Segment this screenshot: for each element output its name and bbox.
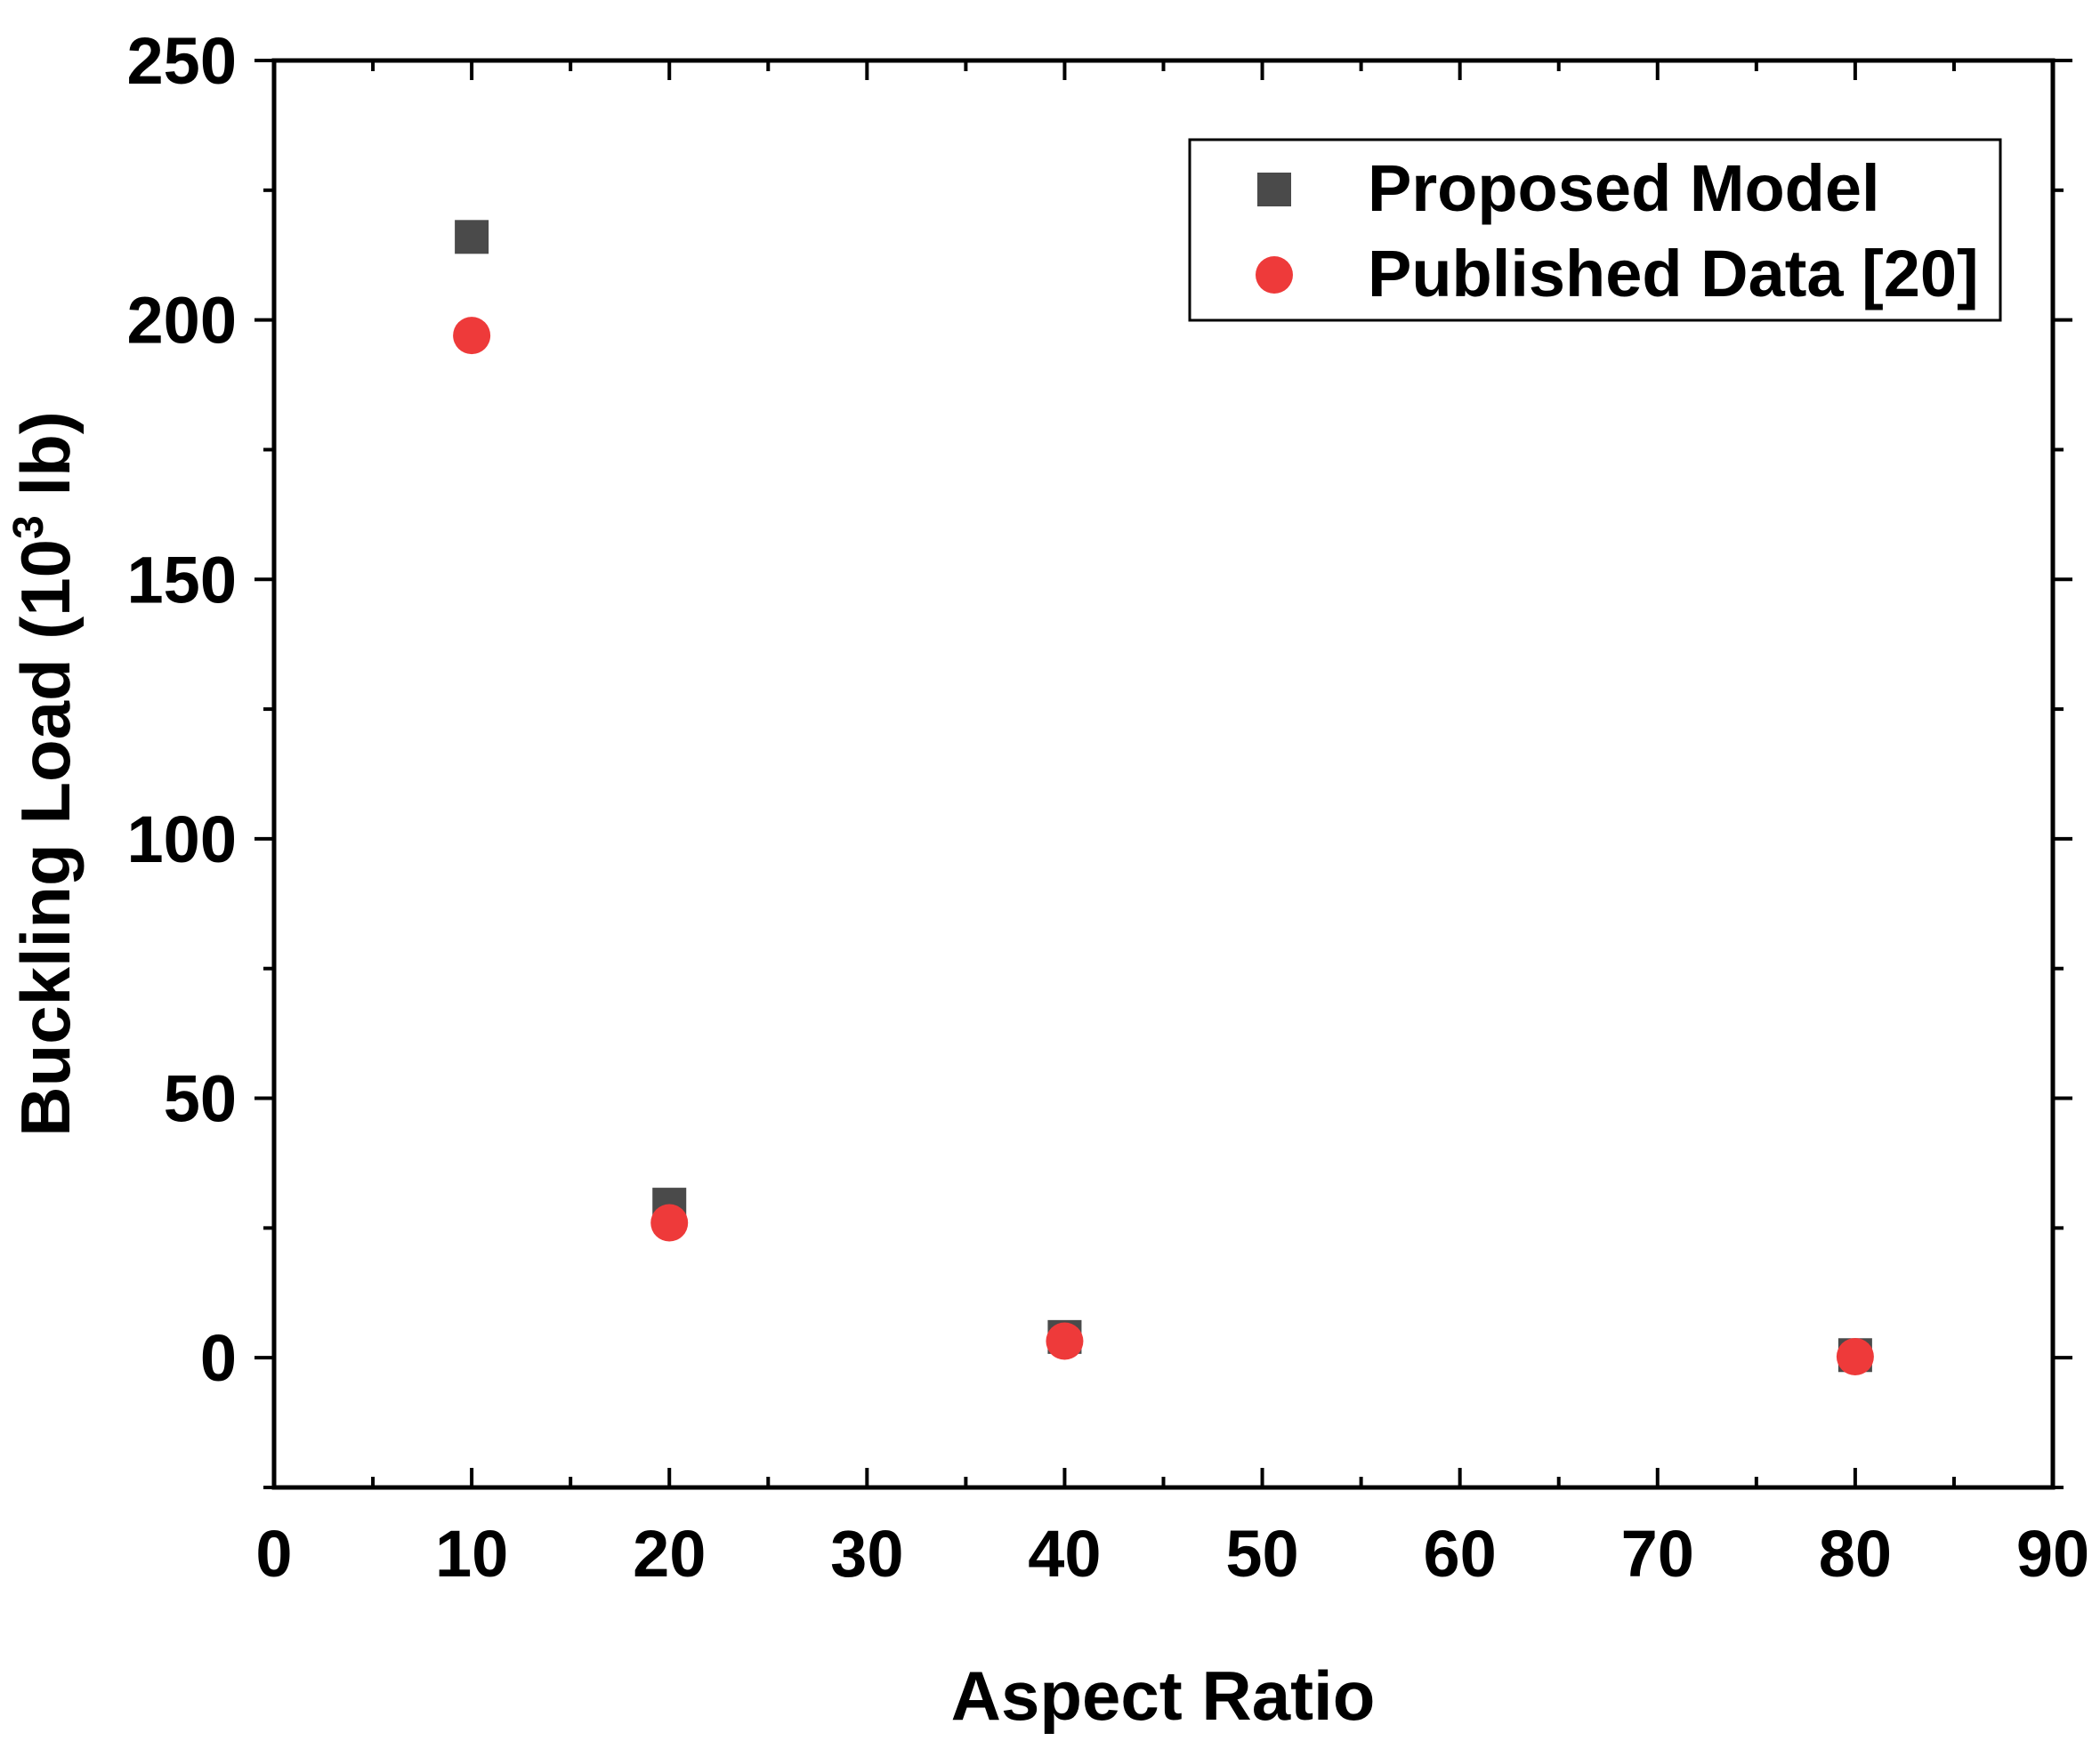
x-tick-label: 30 [830,1517,903,1591]
y-axis-title: Buckling Load (103 lb) [5,411,85,1136]
x-tick-label: 70 [1621,1517,1694,1591]
x-tick-label: 90 [2016,1517,2089,1591]
published-data-point [1046,1322,1084,1360]
y-axis-title-superscript: 3 [5,515,52,539]
y-tick-label: 50 [164,1062,237,1136]
legend-box [1188,138,2002,322]
y-tick-labels: 0 50 100 150 200 250 [127,24,237,1395]
x-tick-label: 80 [1819,1517,1892,1591]
published-data-point [650,1204,689,1242]
x-tick-label: 20 [633,1517,706,1591]
x-tick-label: 50 [1225,1517,1298,1591]
x-tick-label: 40 [1028,1517,1101,1591]
proposed-model-point [455,220,489,254]
y-tick-label: 150 [127,543,237,617]
legend-circle-marker [1256,256,1293,294]
x-tick-label: 0 [255,1517,292,1591]
legend-label-published-data: Published Data [20] [1368,237,1979,310]
published-data-point [1836,1338,1874,1376]
y-axis-title-unit: lb) [6,411,85,515]
data-points [453,220,1874,1376]
y-tick-label: 0 [200,1321,237,1395]
legend-square-marker [1257,173,1291,206]
legend: Proposed Model Published Data [20] [1188,138,2002,322]
published-data-point [453,317,491,355]
y-axis-title-main: Buckling Load (10 [6,539,85,1137]
y-tick-label: 250 [127,24,237,98]
legend-label-proposed-model: Proposed Model [1368,151,1880,225]
y-tick-label: 200 [127,284,237,358]
axis-ticks [254,59,2072,1489]
x-axis-title: Aspect Ratio [951,1656,1376,1735]
x-tick-label: 10 [435,1517,508,1591]
x-tick-label: 60 [1424,1517,1497,1591]
y-tick-label: 100 [127,802,237,876]
x-tick-labels: 0 10 20 30 40 50 60 70 80 90 [255,1517,2089,1591]
